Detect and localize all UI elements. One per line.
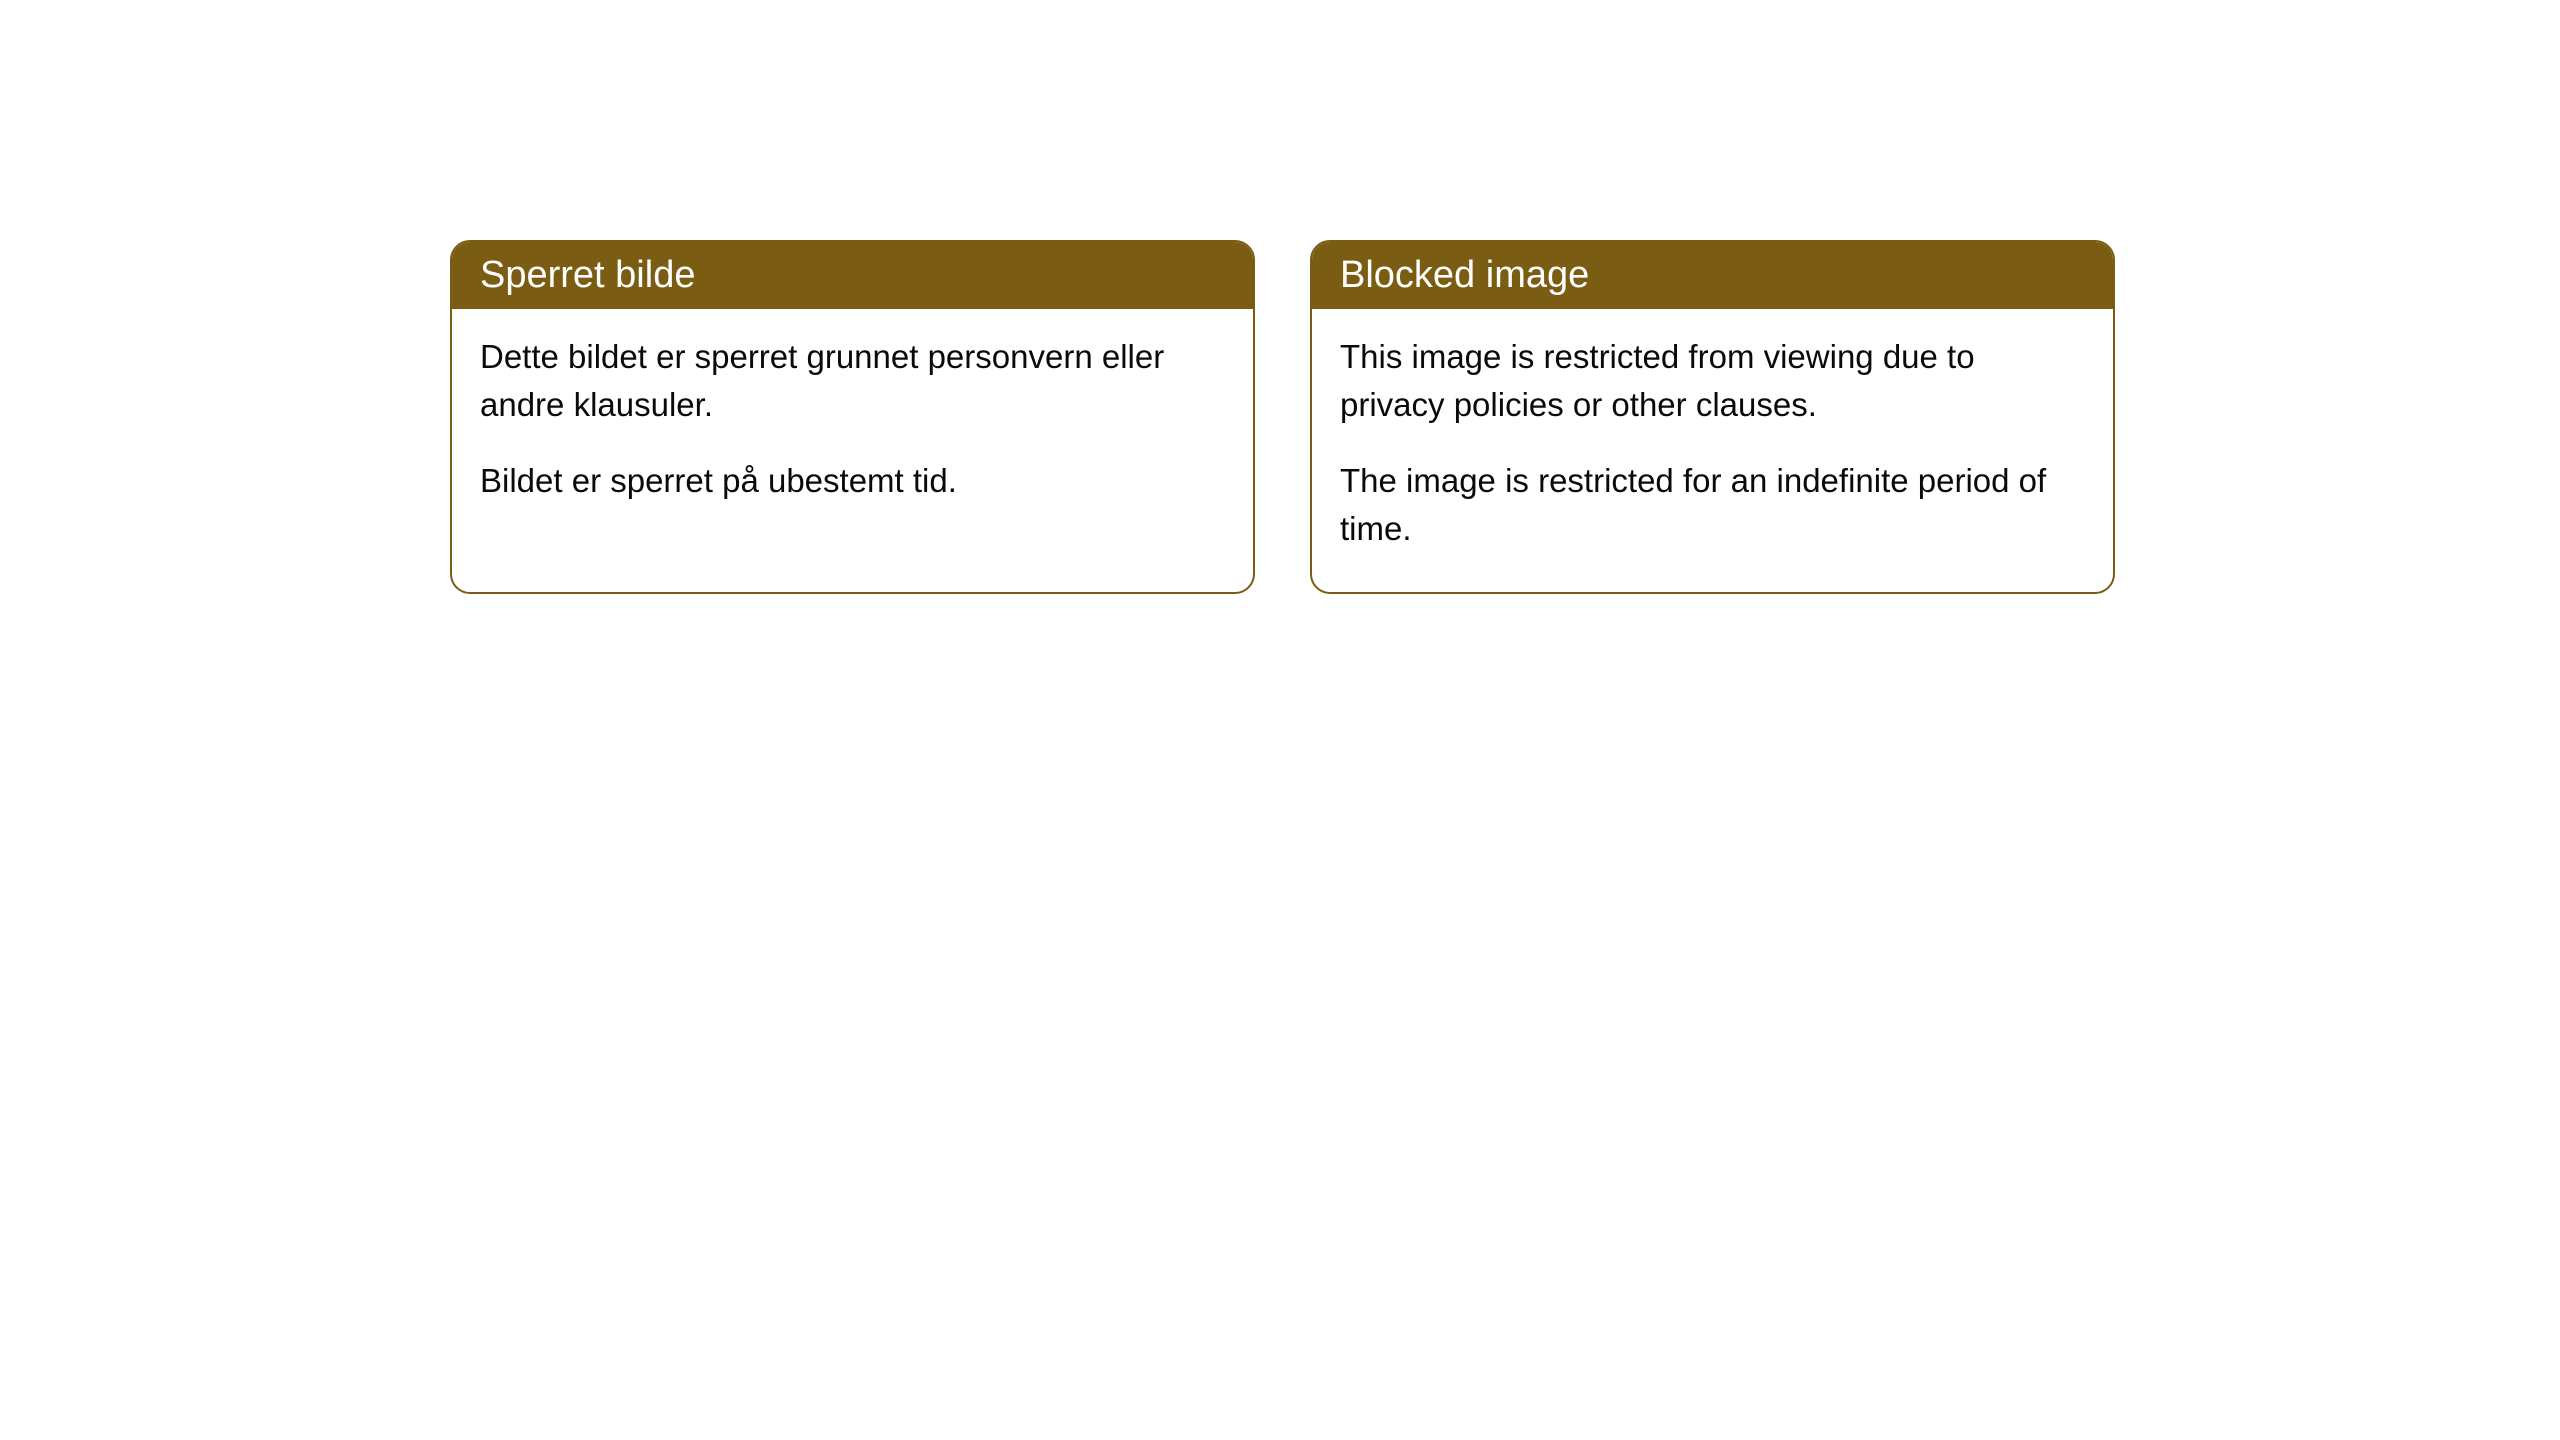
card-body: Dette bildet er sperret grunnet personve…: [452, 309, 1253, 545]
card-paragraph: The image is restricted for an indefinit…: [1340, 457, 2085, 553]
card-paragraph: Bildet er sperret på ubestemt tid.: [480, 457, 1225, 505]
card-body: This image is restricted from viewing du…: [1312, 309, 2113, 592]
blocked-image-card-no: Sperret bilde Dette bildet er sperret gr…: [450, 240, 1255, 594]
card-paragraph: Dette bildet er sperret grunnet personve…: [480, 333, 1225, 429]
card-header: Sperret bilde: [452, 242, 1253, 309]
blocked-image-card-en: Blocked image This image is restricted f…: [1310, 240, 2115, 594]
card-title: Sperret bilde: [480, 254, 695, 296]
card-paragraph: This image is restricted from viewing du…: [1340, 333, 2085, 429]
card-header: Blocked image: [1312, 242, 2113, 309]
card-title: Blocked image: [1340, 254, 1589, 296]
notice-container: Sperret bilde Dette bildet er sperret gr…: [450, 240, 2115, 594]
